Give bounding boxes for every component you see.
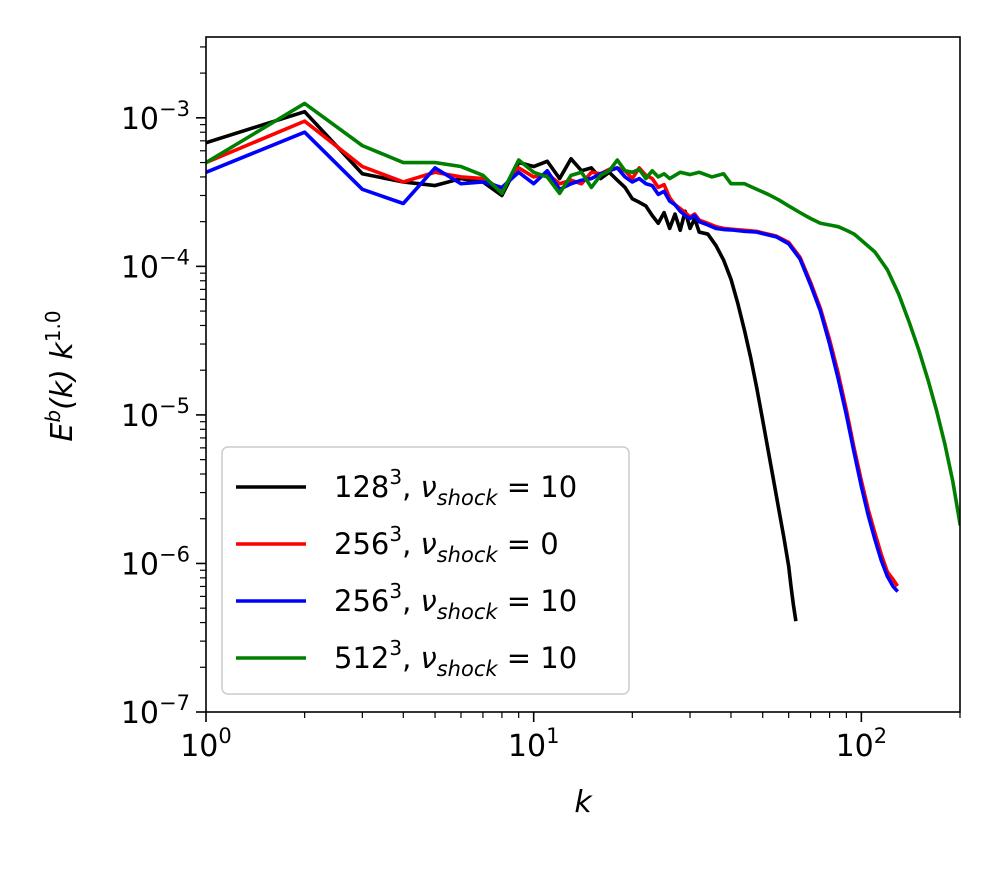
series-line-2 xyxy=(206,130,900,593)
y-tick-label-3: 10−4 xyxy=(121,245,190,285)
legend-label-comma: , xyxy=(402,527,420,561)
y-tick-label-exp: −3 xyxy=(159,97,190,121)
legend-label-1: 2563, νshock = 0 xyxy=(334,522,559,567)
x-tick-label-exp: 0 xyxy=(218,724,231,748)
y-tick-label-0: 10−7 xyxy=(121,691,190,731)
x-tick-label-1: 101 xyxy=(508,724,560,764)
x-axis-title: k xyxy=(574,785,593,820)
series-lines xyxy=(206,101,960,622)
legend-label-sym: ν xyxy=(421,470,437,504)
y-tick-label-base: 10 xyxy=(121,696,159,731)
legend-label-comma: , xyxy=(402,584,420,618)
x-tick-label-base: 10 xyxy=(180,729,218,764)
y-tick-label-base: 10 xyxy=(121,102,159,137)
legend-label-base: 256 xyxy=(334,584,389,618)
y-tick-label-2: 10−5 xyxy=(121,394,190,434)
legend-label-comma: , xyxy=(402,470,420,504)
x-tick-label-2: 102 xyxy=(836,724,888,764)
legend-label-sub: shock xyxy=(437,657,499,681)
y-tick-label-exp: −5 xyxy=(159,394,190,418)
legend-label-2: 2563, νshock = 10 xyxy=(334,579,577,624)
legend-label-sup: 3 xyxy=(389,636,402,660)
series-line-3 xyxy=(206,101,960,526)
y-tick-label-exp: −4 xyxy=(159,245,190,269)
legend-label-sub: shock xyxy=(437,600,499,624)
legend-label-sym: ν xyxy=(421,527,437,561)
legend-label-sub: shock xyxy=(437,486,499,510)
legend-label-sup: 3 xyxy=(389,522,402,546)
legend-label-sup: 3 xyxy=(389,579,402,603)
y-axis-title-exp: 1.0 xyxy=(41,310,65,342)
y-axis-title-main: E xyxy=(45,423,80,442)
y-tick-label-exp: −6 xyxy=(159,542,190,566)
legend-label-eq: = 10 xyxy=(498,584,578,618)
legend-label-sym: ν xyxy=(421,641,437,675)
legend-label-3: 5123, νshock = 10 xyxy=(334,636,577,681)
x-tick-label-exp: 2 xyxy=(874,724,887,748)
y-tick-label-exp: −7 xyxy=(159,691,190,715)
y-axis-title-sup: b xyxy=(41,410,65,423)
legend-label-0: 1283, νshock = 10 xyxy=(334,465,577,510)
legend-box xyxy=(221,446,630,695)
x-tick-label-0: 100 xyxy=(180,724,232,764)
plot-frame xyxy=(205,36,961,713)
legend-label-sym: ν xyxy=(421,584,437,618)
y-tick-label-1: 10−6 xyxy=(121,542,190,582)
x-tick-label-exp: 1 xyxy=(546,724,559,748)
x-tick-label-base: 10 xyxy=(508,729,546,764)
legend-label-eq: = 10 xyxy=(498,641,578,675)
x-tick-label-base: 10 xyxy=(836,729,874,764)
legend-label-comma: , xyxy=(402,641,420,675)
legend-label-base: 256 xyxy=(334,527,389,561)
legend-label-base: 512 xyxy=(334,641,389,675)
y-axis-title: Eb(k) k1.0 xyxy=(41,310,80,441)
y-tick-label-base: 10 xyxy=(121,547,159,582)
y-tick-label-4: 10−3 xyxy=(121,97,190,137)
legend-label-base: 128 xyxy=(334,470,389,504)
y-axis-title-mid: (k) k xyxy=(45,341,80,410)
y-tick-label-base: 10 xyxy=(121,399,159,434)
legend-label-sup: 3 xyxy=(389,465,402,489)
y-tick-label-base: 10 xyxy=(121,250,159,285)
legend-label-eq: = 10 xyxy=(498,470,578,504)
legend-label-sub: shock xyxy=(437,543,499,567)
legend-label-eq: = 0 xyxy=(498,527,559,561)
